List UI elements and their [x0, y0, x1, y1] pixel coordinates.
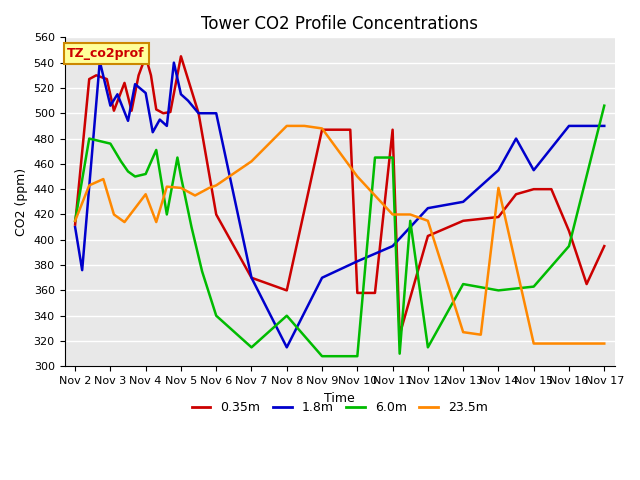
Title: Tower CO2 Profile Concentrations: Tower CO2 Profile Concentrations	[201, 15, 478, 33]
Y-axis label: CO2 (ppm): CO2 (ppm)	[15, 168, 28, 236]
Text: TZ_co2prof: TZ_co2prof	[67, 47, 145, 60]
X-axis label: Time: Time	[324, 392, 355, 405]
Legend: 0.35m, 1.8m, 6.0m, 23.5m: 0.35m, 1.8m, 6.0m, 23.5m	[186, 396, 493, 420]
